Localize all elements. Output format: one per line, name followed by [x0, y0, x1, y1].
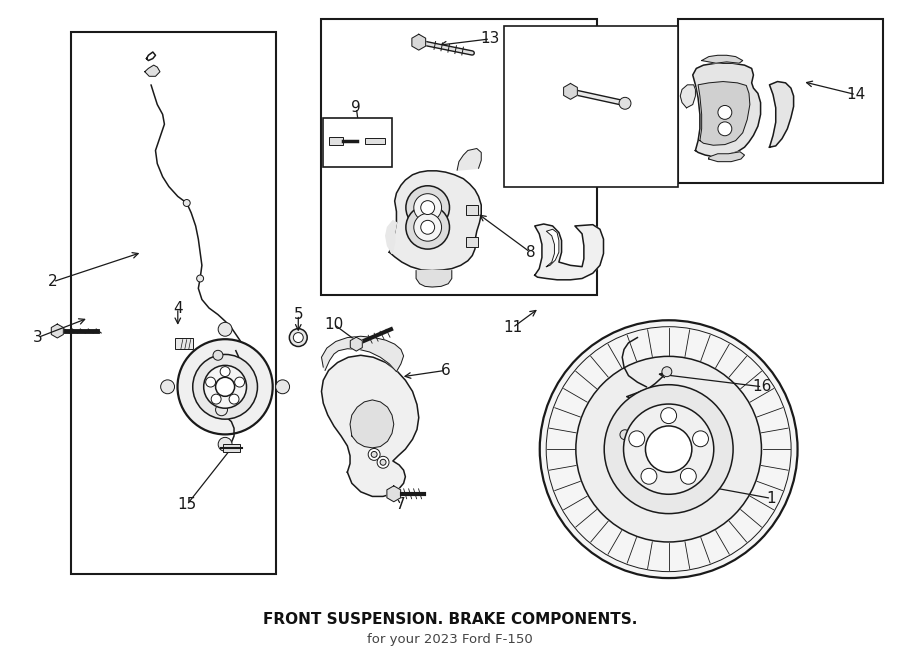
- Polygon shape: [770, 81, 794, 147]
- Polygon shape: [145, 65, 160, 76]
- Circle shape: [216, 377, 235, 397]
- Text: 9: 9: [351, 101, 361, 115]
- Text: 10: 10: [324, 317, 344, 332]
- Polygon shape: [390, 171, 482, 271]
- Text: 15: 15: [177, 497, 196, 512]
- Bar: [320, 19, 598, 295]
- Text: 6: 6: [441, 363, 450, 378]
- Bar: [329, 136, 343, 144]
- Text: 3: 3: [32, 330, 42, 345]
- Polygon shape: [412, 34, 426, 50]
- Circle shape: [230, 394, 239, 404]
- Polygon shape: [350, 400, 394, 448]
- Circle shape: [718, 122, 732, 136]
- Circle shape: [414, 194, 442, 222]
- Bar: [503, 26, 678, 187]
- Text: 13: 13: [481, 31, 500, 46]
- Polygon shape: [51, 324, 63, 338]
- Circle shape: [177, 339, 273, 434]
- Polygon shape: [321, 355, 419, 496]
- Text: 8: 8: [526, 245, 536, 260]
- Polygon shape: [693, 63, 760, 157]
- Bar: [175, 338, 193, 350]
- Text: 11: 11: [503, 320, 522, 335]
- Circle shape: [193, 354, 257, 419]
- Circle shape: [368, 448, 380, 460]
- Bar: [323, 118, 392, 167]
- Polygon shape: [702, 56, 742, 63]
- Text: FRONT SUSPENSION. BRAKE COMPONENTS.: FRONT SUSPENSION. BRAKE COMPONENTS.: [263, 612, 637, 628]
- Circle shape: [420, 201, 435, 214]
- Circle shape: [212, 394, 221, 404]
- Circle shape: [619, 97, 631, 109]
- Text: 16: 16: [752, 379, 772, 395]
- Circle shape: [377, 456, 389, 468]
- Bar: [678, 19, 883, 183]
- Circle shape: [620, 430, 630, 440]
- Text: 12: 12: [617, 84, 636, 99]
- Polygon shape: [416, 271, 452, 287]
- Circle shape: [290, 328, 307, 346]
- Circle shape: [206, 377, 216, 387]
- Bar: [364, 138, 384, 144]
- Polygon shape: [546, 229, 559, 267]
- Text: 14: 14: [846, 87, 866, 102]
- Circle shape: [235, 377, 245, 387]
- Polygon shape: [386, 220, 397, 254]
- Circle shape: [693, 431, 708, 447]
- Circle shape: [380, 459, 386, 465]
- Circle shape: [203, 365, 247, 408]
- Circle shape: [604, 385, 734, 514]
- Circle shape: [196, 275, 203, 282]
- Circle shape: [680, 468, 697, 484]
- Circle shape: [218, 322, 232, 336]
- Circle shape: [540, 320, 797, 578]
- Circle shape: [371, 451, 377, 457]
- Circle shape: [218, 438, 232, 451]
- Text: 2: 2: [48, 274, 58, 289]
- Polygon shape: [350, 337, 363, 351]
- Polygon shape: [563, 83, 578, 99]
- Circle shape: [184, 199, 190, 207]
- Circle shape: [661, 408, 677, 424]
- Circle shape: [641, 468, 657, 484]
- Circle shape: [406, 205, 449, 249]
- Circle shape: [275, 380, 290, 394]
- Bar: [466, 238, 478, 248]
- Circle shape: [624, 404, 714, 495]
- Polygon shape: [680, 85, 696, 108]
- Circle shape: [576, 356, 761, 542]
- Polygon shape: [457, 148, 482, 170]
- Circle shape: [718, 105, 732, 119]
- Circle shape: [414, 213, 442, 241]
- Polygon shape: [709, 152, 744, 162]
- Circle shape: [213, 350, 223, 360]
- Circle shape: [629, 431, 644, 447]
- Polygon shape: [387, 486, 400, 502]
- Bar: [222, 444, 240, 451]
- Bar: [71, 32, 276, 574]
- Circle shape: [160, 380, 175, 394]
- Polygon shape: [698, 81, 750, 145]
- Circle shape: [406, 186, 449, 230]
- Text: for your 2023 Ford F-150: for your 2023 Ford F-150: [367, 633, 533, 646]
- Circle shape: [645, 426, 692, 473]
- Circle shape: [662, 367, 671, 377]
- Circle shape: [420, 220, 435, 234]
- Bar: [466, 205, 478, 214]
- Text: 4: 4: [173, 301, 183, 316]
- Text: 7: 7: [396, 497, 406, 512]
- Polygon shape: [321, 336, 403, 371]
- Circle shape: [220, 367, 230, 377]
- Text: 5: 5: [293, 307, 303, 322]
- Text: 1: 1: [767, 491, 776, 506]
- Polygon shape: [535, 224, 604, 280]
- Circle shape: [293, 332, 303, 342]
